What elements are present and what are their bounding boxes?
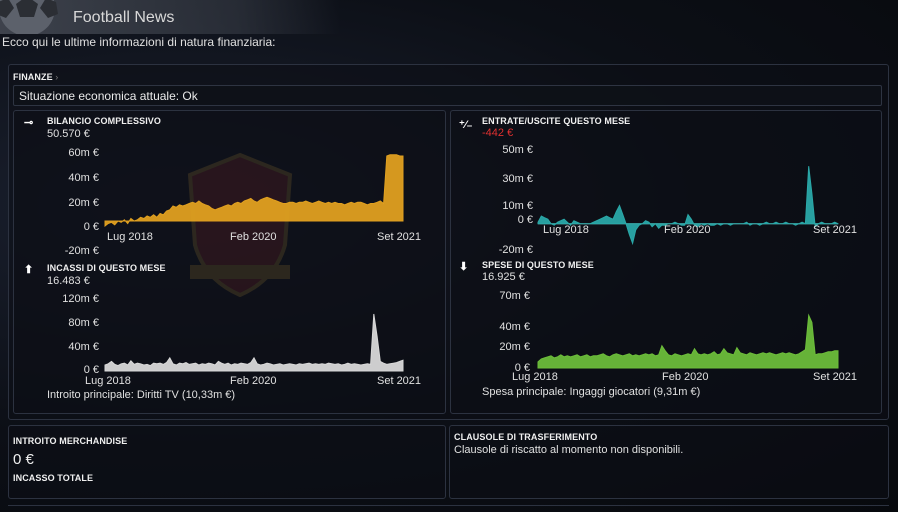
y-tick: 20m € [68,197,99,209]
y-tick: 20m € [499,341,530,353]
y-tick: -20m € [64,245,99,257]
arrow-down-icon: ⬇ [459,261,469,273]
chart-title-incassi: INCASSI DI QUESTO MESE [47,263,166,273]
incassi-chart [104,313,404,372]
merchandise-value: 0 € [13,451,34,468]
y-tick: 60m € [68,147,99,159]
x-tick: Feb 2020 [230,375,277,387]
chart-title-bilancio: BILANCIO COMPLESSIVO [47,116,162,126]
chart-title-spese: SPESE DI QUESTO MESE [482,260,594,270]
y-tick: 10m € [502,200,533,212]
y-tick: 50m € [502,144,533,156]
title-bar: Football News [0,0,340,34]
club-crest-watermark [187,152,293,298]
incassi-main-income: Introito principale: Diritti TV (10,33m … [47,389,236,401]
clausole-header: CLAUSOLE DI TRASFERIMENTO [454,432,598,442]
y-tick: 80m € [68,317,99,329]
x-tick: Set 2021 [377,375,422,387]
spese-chart [537,313,839,369]
x-tick: Lug 2018 [107,231,153,243]
arrow-up-icon: ⬆ [24,264,34,276]
y-tick: 40m € [68,172,99,184]
balance-icon: ⊸ [24,117,34,129]
y-tick: 0 € [83,364,99,376]
merchandise-panel [8,425,446,499]
series-area [537,313,839,369]
chart-value-incassi: 16.483 € [47,275,90,287]
incasso-totale-header: INCASSO TOTALE [13,473,94,483]
series-area [104,154,404,228]
x-tick: Feb 2020 [230,231,277,243]
chart-value-spese: 16.925 € [482,271,525,283]
page-subtitle: Ecco qui le ultime informazioni di natur… [2,35,276,49]
series-area [537,166,839,246]
series-area [104,313,404,372]
x-tick: Set 2021 [813,224,858,236]
x-tick: Lug 2018 [85,375,131,387]
chevron-right-icon: › [52,72,59,82]
x-tick: Set 2021 [813,371,858,383]
football-icon [0,0,58,34]
status-bar: Situazione economica attuale: Ok [13,85,882,106]
finanze-header-label: FINANZE [13,72,53,82]
entrate-uscite-chart [537,166,839,246]
x-tick: Feb 2020 [664,224,711,236]
y-tick: 0 € [83,221,99,233]
x-tick: Set 2021 [377,231,422,243]
y-tick: 0 € [517,214,533,226]
merchandise-header: INTROITO MERCHANDISE [13,436,128,446]
chart-title-entrate-uscite: ENTRATE/USCITE QUESTO MESE [482,116,631,126]
plus-minus-icon: ⁺⁄₋ [459,119,473,131]
y-tick: 0 € [514,362,530,374]
y-tick: 70m € [499,290,530,302]
y-tick: -20m € [498,244,533,256]
y-tick: 40m € [499,321,530,333]
x-tick: Feb 2020 [662,371,709,383]
bilancio-chart [104,154,404,228]
y-tick: 120m € [62,293,99,305]
spese-main-expense: Spesa principale: Ingaggi giocatori (9,3… [482,386,701,398]
y-tick: 30m € [502,173,533,185]
chart-value-entrate-uscite: -442 € [482,127,514,139]
clausole-text: Clausole di riscatto al momento non disp… [454,444,684,456]
bottom-panel-edge [8,505,889,512]
clausole-panel [449,425,889,499]
x-tick: Lug 2018 [543,224,589,236]
status-text: Situazione economica attuale: Ok [19,89,198,103]
chart-value-bilancio: 50.570 € [47,128,90,140]
y-tick: 40m € [68,341,99,353]
finanze-header[interactable]: FINANZE › [13,72,58,82]
x-tick: Lug 2018 [512,371,558,383]
page-title: Football News [73,9,175,26]
